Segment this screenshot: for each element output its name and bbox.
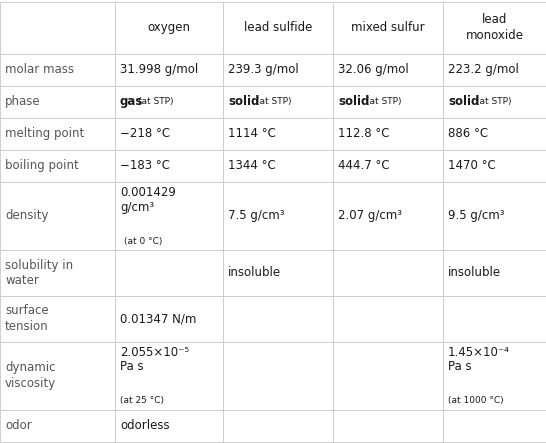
Bar: [115, 54, 223, 85]
Text: 1.45×10⁻⁴
Pa s: 1.45×10⁻⁴ Pa s: [448, 346, 510, 373]
Text: dynamic
viscosity: dynamic viscosity: [5, 361, 56, 389]
Text: solid: solid: [338, 95, 370, 108]
Bar: [333, 149, 443, 182]
Bar: [443, 149, 546, 182]
Text: lead sulfide: lead sulfide: [244, 21, 312, 34]
Bar: [0, 54, 115, 85]
Bar: [0, 85, 115, 117]
Bar: [0, 295, 115, 342]
Text: lead
monoxide: lead monoxide: [466, 13, 524, 42]
Text: 2.07 g/cm³: 2.07 g/cm³: [338, 209, 402, 222]
Text: (at 25 °C): (at 25 °C): [120, 396, 164, 405]
Bar: [0, 149, 115, 182]
Text: (at STP): (at STP): [366, 97, 402, 106]
Text: (at 0 °C): (at 0 °C): [124, 237, 162, 245]
Text: phase: phase: [5, 95, 40, 108]
Text: odor: odor: [5, 419, 32, 432]
Bar: [333, 117, 443, 149]
Text: 223.2 g/mol: 223.2 g/mol: [448, 63, 519, 76]
Bar: [223, 1, 333, 54]
Text: 7.5 g/cm³: 7.5 g/cm³: [228, 209, 284, 222]
Bar: [115, 1, 223, 54]
Text: (at STP): (at STP): [138, 97, 173, 106]
Bar: [0, 409, 115, 442]
Bar: [223, 409, 333, 442]
Bar: [223, 249, 333, 295]
Bar: [223, 342, 333, 409]
Text: solid: solid: [448, 95, 479, 108]
Text: 9.5 g/cm³: 9.5 g/cm³: [448, 209, 505, 222]
Bar: [0, 1, 115, 54]
Bar: [443, 409, 546, 442]
Bar: [115, 149, 223, 182]
Bar: [223, 85, 333, 117]
Text: gas: gas: [120, 95, 144, 108]
Bar: [443, 85, 546, 117]
Text: boiling point: boiling point: [5, 159, 79, 172]
Bar: [443, 182, 546, 249]
Bar: [443, 249, 546, 295]
Bar: [443, 54, 546, 85]
Text: −218 °C: −218 °C: [120, 127, 170, 140]
Bar: [223, 182, 333, 249]
Text: molar mass: molar mass: [5, 63, 74, 76]
Bar: [333, 54, 443, 85]
Bar: [333, 85, 443, 117]
Text: 0.01347 N/m: 0.01347 N/m: [120, 312, 197, 325]
Text: 1344 °C: 1344 °C: [228, 159, 276, 172]
Bar: [115, 295, 223, 342]
Text: 32.06 g/mol: 32.06 g/mol: [338, 63, 409, 76]
Text: (at STP): (at STP): [476, 97, 512, 106]
Text: odorless: odorless: [120, 419, 170, 432]
Text: insoluble: insoluble: [448, 266, 501, 279]
Bar: [333, 1, 443, 54]
Text: 1114 °C: 1114 °C: [228, 127, 276, 140]
Bar: [443, 342, 546, 409]
Text: insoluble: insoluble: [228, 266, 281, 279]
Text: solubility in
water: solubility in water: [5, 259, 73, 287]
Bar: [115, 182, 223, 249]
Bar: [443, 295, 546, 342]
Text: 2.055×10⁻⁵
Pa s: 2.055×10⁻⁵ Pa s: [120, 346, 189, 373]
Bar: [443, 117, 546, 149]
Bar: [443, 1, 546, 54]
Text: 112.8 °C: 112.8 °C: [338, 127, 389, 140]
Text: 0.001429
g/cm³: 0.001429 g/cm³: [120, 186, 176, 214]
Text: surface
tension: surface tension: [5, 304, 49, 333]
Bar: [115, 117, 223, 149]
Text: melting point: melting point: [5, 127, 84, 140]
Bar: [0, 117, 115, 149]
Bar: [333, 342, 443, 409]
Text: 444.7 °C: 444.7 °C: [338, 159, 390, 172]
Text: oxygen: oxygen: [147, 21, 191, 34]
Bar: [115, 409, 223, 442]
Text: 239.3 g/mol: 239.3 g/mol: [228, 63, 299, 76]
Text: mixed sulfur: mixed sulfur: [351, 21, 425, 34]
Text: 886 °C: 886 °C: [448, 127, 488, 140]
Bar: [223, 117, 333, 149]
Text: 1470 °C: 1470 °C: [448, 159, 496, 172]
Text: −183 °C: −183 °C: [120, 159, 170, 172]
Bar: [115, 85, 223, 117]
Bar: [115, 342, 223, 409]
Bar: [333, 249, 443, 295]
Bar: [333, 182, 443, 249]
Bar: [333, 409, 443, 442]
Text: (at 1000 °C): (at 1000 °C): [448, 396, 503, 405]
Text: solid: solid: [228, 95, 259, 108]
Bar: [223, 54, 333, 85]
Text: density: density: [5, 209, 49, 222]
Bar: [0, 182, 115, 249]
Text: (at STP): (at STP): [257, 97, 292, 106]
Bar: [0, 342, 115, 409]
Bar: [333, 295, 443, 342]
Bar: [0, 249, 115, 295]
Text: 31.998 g/mol: 31.998 g/mol: [120, 63, 198, 76]
Bar: [223, 295, 333, 342]
Bar: [223, 149, 333, 182]
Bar: [115, 249, 223, 295]
